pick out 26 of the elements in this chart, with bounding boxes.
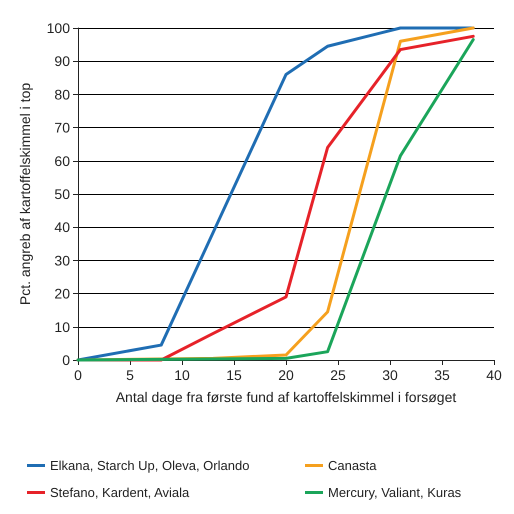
legend-label: Canasta [328, 458, 378, 473]
y-tick-label: 50 [54, 186, 70, 202]
legend-label: Mercury, Valiant, Kuras [328, 485, 462, 500]
y-tick-label: 40 [54, 219, 70, 236]
x-tick-label: 15 [226, 367, 242, 383]
y-tick-label: 100 [46, 20, 70, 36]
y-tick-label: 30 [54, 252, 70, 268]
y-tick-label: 20 [54, 286, 70, 302]
legend-label: Stefano, Kardent, Aviala [50, 485, 190, 500]
x-tick-label: 10 [174, 367, 190, 383]
x-tick-label: 35 [434, 367, 450, 383]
x-tick-label: 20 [278, 367, 294, 383]
legend-label: Elkana, Starch Up, Oleva, Orlando [50, 458, 250, 473]
x-axis-title: Antal dage fra første fund af kartoffelskimmel i forsøget [116, 389, 456, 405]
y-axis-title: Pct. angreb af kartoffelskimmel i top [17, 82, 33, 306]
x-tick-label: 5 [126, 367, 134, 383]
x-tick-label: 0 [74, 367, 82, 383]
x-tick-label: 30 [382, 367, 398, 383]
x-tick-label: 25 [330, 367, 346, 383]
y-tick-label: 80 [54, 86, 70, 102]
y-tick-label: 10 [54, 318, 70, 335]
y-tick-label: 0 [62, 352, 70, 368]
y-tick-label: 90 [54, 53, 70, 70]
x-tick-label: 40 [486, 367, 502, 383]
y-tick-label: 70 [54, 120, 70, 136]
y-tick-label: 60 [54, 152, 70, 169]
